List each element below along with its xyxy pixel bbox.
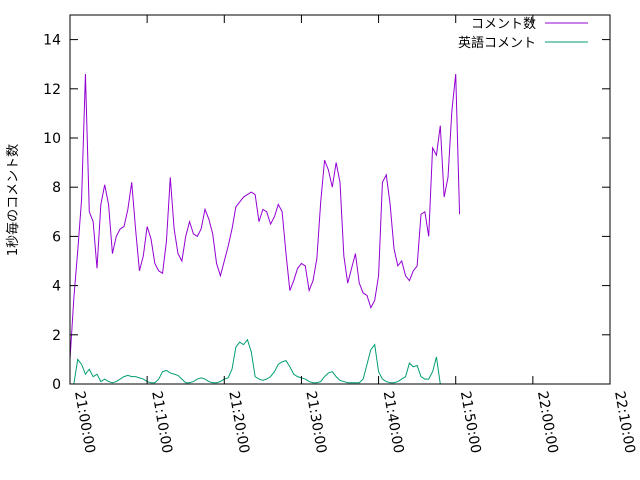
- x-tick-label: 21:10:00: [148, 390, 175, 455]
- y-tick-label: 12: [43, 82, 61, 98]
- legend-label: 英語コメント: [458, 35, 536, 51]
- x-tick-label: 21:40:00: [380, 390, 407, 455]
- plot-lines: [69, 73, 461, 385]
- legend-label: コメント数: [471, 17, 536, 32]
- y-axis-ticks: 0 2 4 6 8 10 12 14: [43, 33, 610, 393]
- x-tick-label: 21:50:00: [457, 390, 484, 455]
- y-tick-label: 4: [52, 279, 61, 295]
- x-axis-ticks: 21:00:00 21:10:00 21:20:00 21:30:00 21:40:00…: [69, 15, 638, 455]
- x-tick-label: 21:30:00: [302, 390, 329, 455]
- x-tick-label: 22:00:00: [534, 390, 561, 455]
- x-tick-label: 21:00:00: [71, 390, 98, 455]
- x-tick-label: 21:20:00: [225, 390, 252, 455]
- y-axis-label: 1秒毎のコメント数: [5, 144, 21, 256]
- y-tick-label: 2: [52, 328, 61, 344]
- y-tick-label: 0: [52, 377, 61, 393]
- plot-border: [69, 14, 611, 385]
- y-tick-label: 8: [52, 180, 61, 196]
- series-line-2: [73, 338, 441, 385]
- series-line-1: [69, 73, 461, 360]
- y-tick-label: 10: [43, 131, 61, 147]
- axis-frame: [69, 14, 611, 385]
- y-tick-label: 6: [52, 229, 61, 245]
- x-tick-label: 22:10:00: [611, 390, 638, 455]
- y-tick-label: 14: [43, 33, 61, 49]
